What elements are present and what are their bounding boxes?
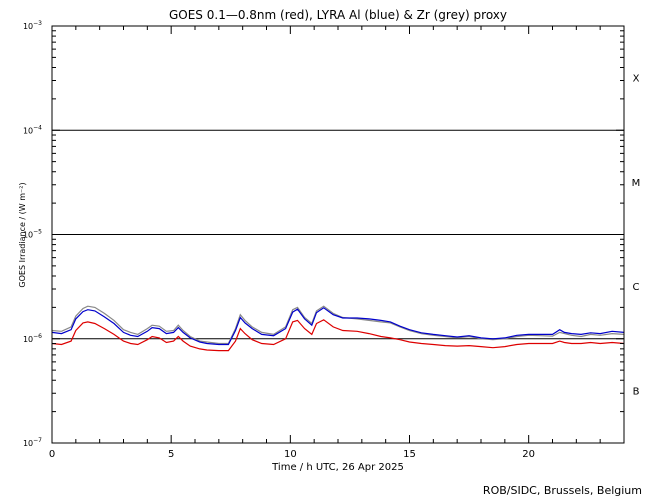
- x-axis-label: Time / h UTC, 26 Apr 2025: [271, 462, 404, 473]
- y-axis-ticks: 10−7 10−6 10−5 10−4 10−3: [23, 20, 624, 448]
- x-tick-label: 20: [522, 449, 535, 460]
- x-tick-label: 5: [168, 449, 174, 460]
- flare-class-X: X: [633, 74, 640, 85]
- flare-class-C: C: [633, 282, 640, 293]
- series-line-grey: [51, 305, 625, 345]
- x-tick-label: 10: [284, 449, 297, 460]
- series-line-blue: [51, 307, 625, 346]
- x-tick-label: 0: [49, 449, 55, 460]
- x-tick-label: 15: [403, 449, 416, 460]
- y-axis-label: GOES Irradiance / (W m⁻²): [18, 182, 27, 287]
- chart-title: GOES 0.1—0.8nm (red), LYRA Al (blue) & Z…: [169, 8, 507, 22]
- flare-class-labels: X M C B: [632, 74, 641, 398]
- y-tick-label: 10−3: [23, 20, 42, 31]
- credit-text: ROB/SIDC, Brussels, Belgium: [483, 484, 642, 497]
- flare-class-B: B: [633, 386, 640, 397]
- flare-class-M: M: [632, 178, 641, 189]
- x-axis-ticks: 0 5 10 15 20: [49, 26, 601, 460]
- y-tick-label: 10−4: [23, 124, 42, 135]
- y-tick-label: 10−5: [23, 229, 42, 240]
- flare-threshold-lines: [52, 129, 624, 340]
- y-tick-label: 10−6: [23, 333, 42, 344]
- series-line-red: [51, 319, 625, 352]
- y-tick-label: 10−7: [23, 437, 42, 448]
- series-layer: [51, 305, 625, 352]
